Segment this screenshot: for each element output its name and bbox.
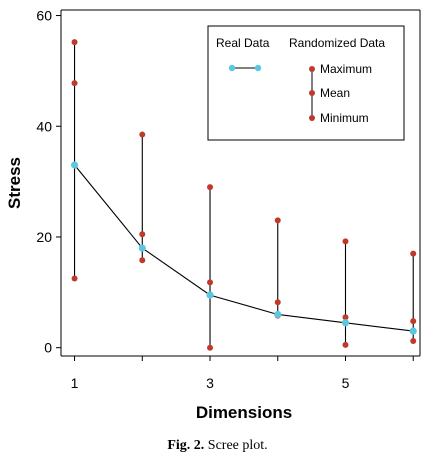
y-tick-label-20: 20 xyxy=(36,229,52,245)
figure-caption: Fig. 2. Scree plot. xyxy=(0,438,435,454)
random-maximum-point-2 xyxy=(139,131,146,138)
random-mean-point-5 xyxy=(342,314,349,321)
y-axis-title: Stress xyxy=(5,157,24,209)
real-data-points xyxy=(70,161,417,335)
random-minimum-point-5 xyxy=(342,341,349,348)
random-mean-point-2 xyxy=(139,231,146,238)
real-data-series xyxy=(74,164,414,332)
legend-maximum-label: Maximum xyxy=(320,62,372,76)
x-tick-label-5: 5 xyxy=(342,375,350,391)
x-ticks: 1 3 5 xyxy=(71,356,414,391)
real-data-line xyxy=(74,164,414,332)
y-tick-label-40: 40 xyxy=(36,118,52,134)
random-minimum-point-1 xyxy=(71,275,78,282)
random-maximum-point-3 xyxy=(207,184,214,191)
x-tick-label-1: 1 xyxy=(71,375,79,391)
legend-random-title: Randomized Data xyxy=(289,36,385,50)
legend-real-marker-left xyxy=(228,64,236,72)
real-data-point-4 xyxy=(274,310,282,319)
real-data-point-5 xyxy=(341,319,350,327)
x-tick-label-3: 3 xyxy=(206,375,214,391)
legend-real-title: Real Data xyxy=(216,36,270,50)
legend-real-marker-right xyxy=(254,64,262,72)
legend-minimum-label: Minimum xyxy=(320,111,369,125)
random-minimum-point-2 xyxy=(139,257,146,264)
random-maximum-point-1 xyxy=(71,39,78,46)
random-minimum-point-3 xyxy=(207,344,214,351)
random-mean-point-6 xyxy=(410,318,417,325)
legend-minimum-marker xyxy=(309,115,315,121)
legend-maximum-marker xyxy=(309,66,315,72)
real-data-point-2 xyxy=(138,244,146,252)
real-data-point-3 xyxy=(206,291,214,299)
random-mean-point-3 xyxy=(207,279,214,286)
random-mean-point-1 xyxy=(71,80,78,87)
random-maximum-point-4 xyxy=(274,217,281,224)
random-maximum-point-6 xyxy=(410,250,417,257)
y-tick-label-60: 60 xyxy=(36,8,52,24)
x-axis-title: Dimensions xyxy=(196,403,292,422)
legend-mean-label: Mean xyxy=(320,86,350,100)
legend: Real Data Randomized Data Maximum Mean M… xyxy=(207,25,405,141)
figure-caption-label: Fig. 2. xyxy=(167,438,205,453)
random-mean-point-4 xyxy=(274,299,281,306)
random-minimum-point-6 xyxy=(410,338,417,345)
scree-plot: 0 20 40 60 1 3 5 Dimensions Stress Real Data … xyxy=(5,8,421,422)
figure-caption-text: Scree plot. xyxy=(207,438,268,453)
legend-mean-marker xyxy=(309,90,315,96)
randomized-points xyxy=(71,39,417,351)
random-maximum-point-5 xyxy=(342,238,349,245)
y-tick-label-0: 0 xyxy=(44,340,52,356)
real-data-point-6 xyxy=(409,327,417,335)
y-ticks: 0 20 40 60 xyxy=(36,8,61,356)
plot-area xyxy=(60,9,421,357)
legend-box xyxy=(207,25,405,141)
real-data-point-1 xyxy=(70,161,79,169)
